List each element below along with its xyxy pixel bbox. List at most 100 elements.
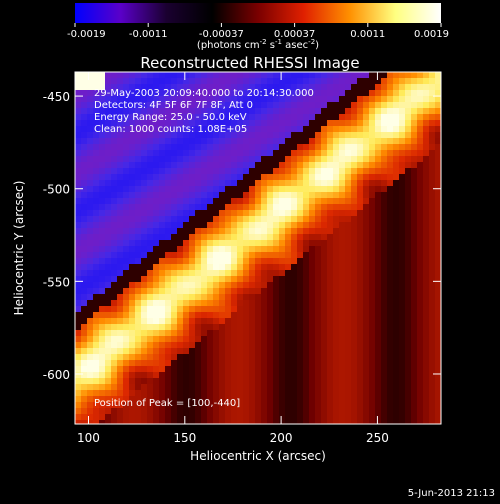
heatmap-cell	[87, 258, 94, 265]
heatmap-cell	[171, 372, 178, 379]
heatmap-cell	[183, 270, 190, 277]
heatmap-cell	[267, 354, 274, 361]
heatmap-cell	[105, 396, 112, 403]
heatmap-cell	[387, 342, 394, 349]
heatmap-cell	[87, 402, 94, 409]
heatmap-cell	[243, 396, 250, 403]
heatmap-cell	[183, 396, 190, 403]
heatmap-cell	[393, 186, 400, 193]
heatmap-cell	[423, 108, 430, 115]
heatmap-cell	[285, 330, 292, 337]
heatmap-cell	[279, 180, 286, 187]
heatmap-cell	[87, 228, 94, 235]
heatmap-cell	[249, 198, 256, 205]
heatmap-cell	[165, 168, 172, 175]
heatmap-cell	[195, 228, 202, 235]
heatmap-cell	[171, 144, 178, 151]
heatmap-cell	[279, 126, 286, 133]
heatmap-cell	[351, 384, 358, 391]
heatmap-cell	[267, 312, 274, 319]
heatmap-cell	[243, 204, 250, 211]
heatmap-cell	[75, 414, 82, 421]
heatmap-cell	[297, 138, 304, 145]
heatmap-cell	[243, 408, 250, 415]
heatmap-cell	[117, 306, 124, 313]
heatmap-cell	[345, 192, 352, 199]
heatmap-cell	[189, 354, 196, 361]
heatmap-cell	[99, 312, 106, 319]
heatmap-cell	[363, 324, 370, 331]
heatmap-cell	[159, 300, 166, 307]
heatmap-cell	[297, 210, 304, 217]
heatmap-cell	[81, 348, 88, 355]
heatmap-cell	[297, 372, 304, 379]
heatmap-cell	[327, 372, 334, 379]
heatmap-cell	[147, 198, 154, 205]
heatmap-cell	[147, 228, 154, 235]
heatmap-cell	[363, 360, 370, 367]
heatmap-cell	[153, 258, 160, 265]
heatmap-cell	[387, 132, 394, 139]
heatmap-cell	[87, 84, 94, 91]
heatmap-cell	[183, 96, 190, 103]
heatmap-cell	[363, 264, 370, 271]
heatmap-cell	[261, 222, 268, 229]
heatmap-cell	[135, 84, 142, 91]
heatmap-cell	[153, 378, 160, 385]
heatmap-cell	[327, 366, 334, 373]
heatmap-cell	[351, 414, 358, 421]
heatmap-cell	[303, 180, 310, 187]
heatmap-cell	[153, 150, 160, 157]
heatmap-cell	[375, 300, 382, 307]
heatmap-cell	[381, 408, 388, 415]
heatmap-cell	[147, 234, 154, 241]
heatmap-cell	[297, 282, 304, 289]
heatmap-cell	[249, 192, 256, 199]
heatmap-cell	[417, 354, 424, 361]
heatmap-cell	[117, 342, 124, 349]
heatmap-cell	[267, 282, 274, 289]
heatmap-cell	[99, 102, 106, 109]
heatmap-cell	[93, 378, 100, 385]
heatmap-cell	[279, 378, 286, 385]
heatmap-cell	[387, 300, 394, 307]
heatmap-cell	[339, 342, 346, 349]
heatmap-cell	[117, 408, 124, 415]
heatmap-cell	[153, 270, 160, 277]
heatmap-cell	[387, 390, 394, 397]
heatmap-cell	[213, 210, 220, 217]
heatmap-cell	[381, 342, 388, 349]
heatmap-cell	[195, 366, 202, 373]
heatmap-cell	[321, 108, 328, 115]
heatmap-cell	[183, 420, 190, 424]
heatmap-cell	[363, 312, 370, 319]
heatmap-cell	[315, 132, 322, 139]
heatmap-cell	[411, 180, 418, 187]
heatmap-cell	[171, 342, 178, 349]
heatmap-cell	[381, 210, 388, 217]
heatmap-cell	[315, 126, 322, 133]
heatmap-cell	[381, 120, 388, 127]
heatmap-cell	[321, 216, 328, 223]
heatmap-cell	[297, 228, 304, 235]
heatmap-cell	[309, 78, 316, 85]
heatmap-cell	[129, 384, 136, 391]
heatmap-cell	[75, 108, 82, 115]
heatmap-cell	[177, 372, 184, 379]
heatmap-image	[75, 72, 441, 424]
heatmap-cell	[201, 114, 208, 121]
heatmap-cell	[237, 348, 244, 355]
heatmap-cell	[87, 240, 94, 247]
heatmap-cell	[195, 420, 202, 424]
heatmap-cell	[123, 384, 130, 391]
heatmap-cell	[339, 246, 346, 253]
heatmap-cell	[213, 186, 220, 193]
heatmap-cell	[423, 84, 430, 91]
heatmap-cell	[381, 174, 388, 181]
heatmap-cell	[363, 384, 370, 391]
heatmap-cell	[135, 336, 142, 343]
heatmap-cell	[327, 210, 334, 217]
heatmap-cell	[243, 216, 250, 223]
heatmap-cell	[417, 312, 424, 319]
heatmap-cell	[81, 306, 88, 313]
